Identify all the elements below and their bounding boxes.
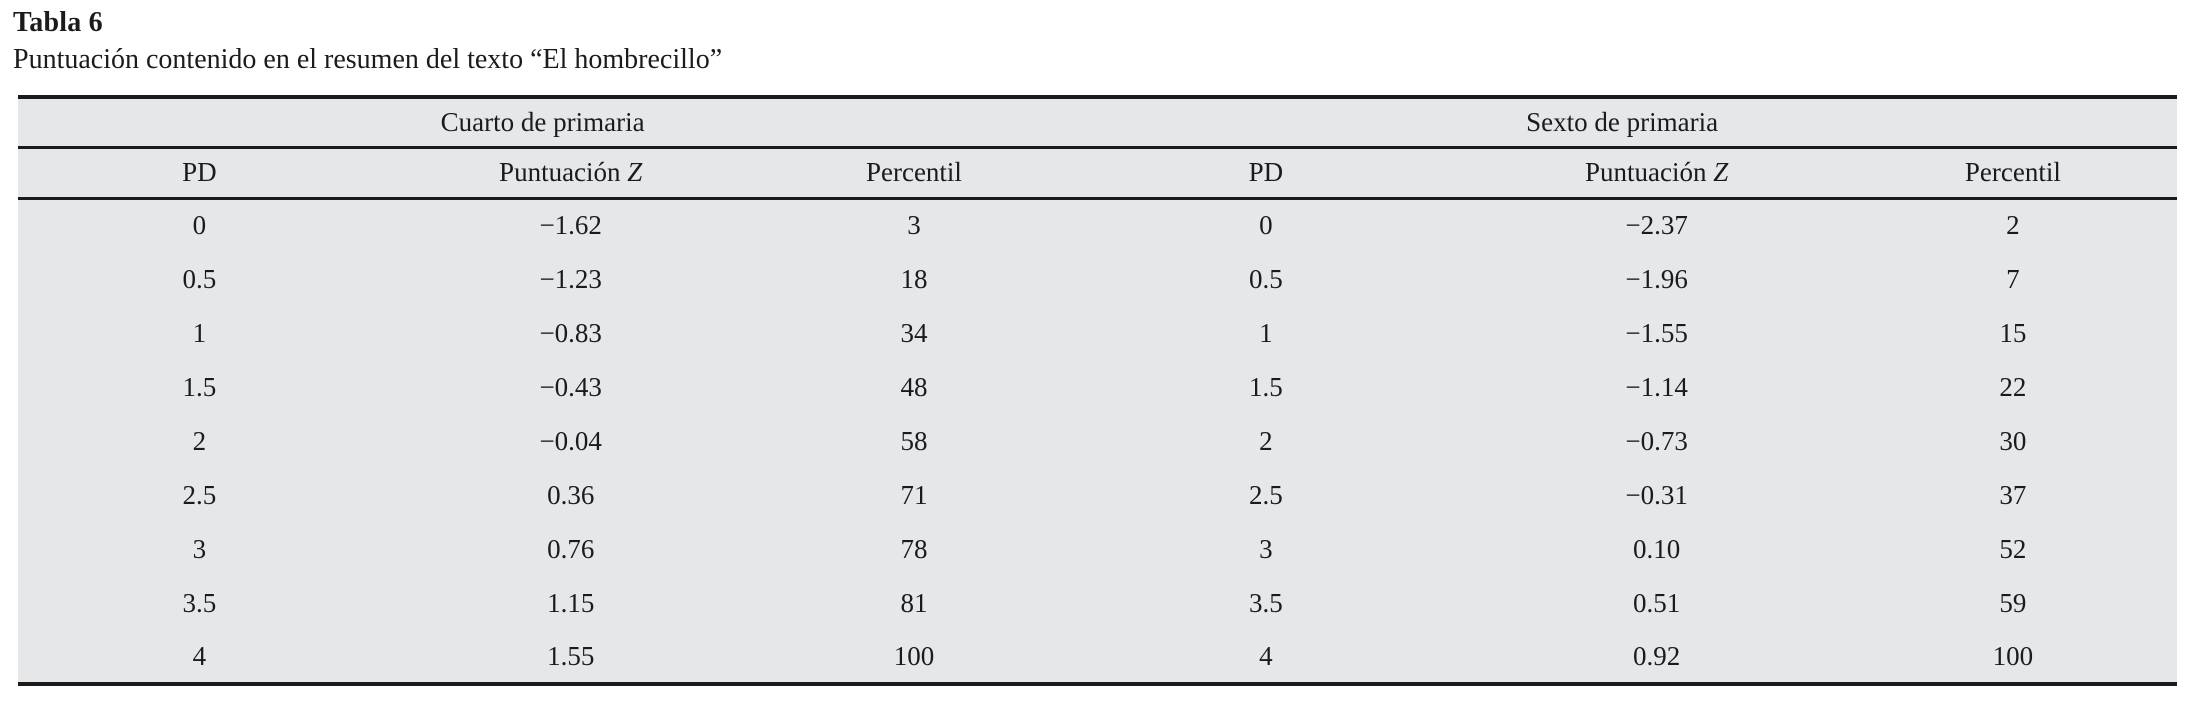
table-row: 1.5 −0.43 48 1.5 −1.14 22 — [18, 360, 2177, 414]
col-header-percentil-cuarto: Percentil — [760, 147, 1068, 200]
cell-pd-sexto: 3 — [1259, 533, 1273, 564]
table-caption: Puntuación contenido en el resumen del t… — [13, 44, 723, 75]
cell-z-sexto: −0.31 — [1625, 479, 1688, 510]
cell-percentil-cuarto: 58 — [900, 425, 928, 456]
norms-table: Cuarto de primaria Sexto de primaria PD … — [18, 95, 2177, 686]
cell-percentil-cuarto: 100 — [893, 640, 935, 671]
cell-percentil-sexto: 2 — [2006, 210, 2020, 241]
table-row: 1 −0.83 34 1 −1.55 15 — [18, 306, 2177, 360]
col-header-puntuacion-z-cuarto: Puntuación Z — [380, 147, 761, 200]
cell-percentil-sexto: 37 — [1999, 479, 2027, 510]
cell-z-sexto: −1.96 — [1625, 263, 1688, 294]
cell-pd-cuarto: 0.5 — [182, 263, 217, 294]
table-caption-block: Tabla 6 Puntuación contenido en el resum… — [13, 6, 722, 78]
cell-pd-sexto: 4 — [1259, 640, 1273, 671]
cell-z-cuarto: −0.04 — [539, 425, 602, 456]
cell-pd-cuarto: 0 — [192, 210, 207, 241]
cell-pd-cuarto: 1 — [192, 317, 207, 348]
column-header-row: PD Puntuación Z Percentil PD Puntuación … — [18, 147, 2177, 200]
cell-pd-cuarto: 3 — [192, 533, 207, 564]
cell-percentil-cuarto: 78 — [900, 533, 928, 564]
cell-pd-cuarto: 1.5 — [182, 371, 217, 402]
cell-z-cuarto: −0.43 — [539, 371, 602, 402]
table-label: Tabla 6 — [13, 7, 103, 38]
col-header-pd-sexto: PD — [1067, 147, 1465, 200]
cell-percentil-cuarto: 34 — [900, 317, 928, 348]
group-header-cuarto: Cuarto de primaria — [18, 97, 1068, 149]
cell-pd-sexto: 2.5 — [1248, 479, 1283, 510]
cell-pd-cuarto: 2.5 — [182, 479, 217, 510]
col-header-pd-cuarto: PD — [18, 147, 381, 200]
cell-pd-sexto: 1 — [1259, 317, 1273, 348]
cell-z-cuarto: 0.36 — [547, 479, 595, 510]
cell-percentil-cuarto: 3 — [907, 210, 921, 241]
col-header-percentil-sexto: Percentil — [1848, 147, 2177, 200]
cell-z-sexto: 0.92 — [1633, 640, 1681, 671]
cell-percentil-sexto: 100 — [1992, 640, 2034, 671]
table-row: 4 1.55 100 4 0.92 100 — [18, 630, 2177, 684]
puntuacion-label: Puntuación — [1584, 157, 1707, 187]
cell-pd-sexto: 0 — [1259, 210, 1273, 241]
z-symbol: Z — [627, 157, 643, 187]
cell-z-cuarto: 1.55 — [547, 640, 595, 671]
table-row: 2 −0.04 58 2 −0.73 30 — [18, 414, 2177, 468]
cell-z-cuarto: 1.15 — [547, 587, 595, 618]
cell-percentil-sexto: 15 — [1999, 317, 2027, 348]
group-header-row: Cuarto de primaria Sexto de primaria — [18, 97, 2177, 149]
cell-pd-cuarto: 4 — [192, 640, 207, 671]
cell-z-sexto: −1.55 — [1625, 317, 1688, 348]
cell-percentil-sexto: 59 — [1999, 587, 2027, 618]
cell-percentil-cuarto: 71 — [900, 479, 928, 510]
cell-pd-cuarto: 3.5 — [182, 587, 217, 618]
cell-z-cuarto: −1.23 — [539, 263, 602, 294]
cell-z-sexto: −2.37 — [1625, 210, 1688, 241]
z-symbol: Z — [1713, 157, 1729, 187]
group-header-sexto: Sexto de primaria — [1067, 97, 2177, 149]
cell-percentil-sexto: 7 — [2006, 263, 2020, 294]
puntuacion-label: Puntuación — [499, 157, 621, 187]
table-row: 0.5 −1.23 18 0.5 −1.96 7 — [18, 252, 2177, 306]
table-body: 0 −1.62 3 0 −2.37 2 0.5 −1.23 18 0.5 −1.… — [18, 198, 2177, 684]
cell-z-sexto: −0.73 — [1625, 425, 1688, 456]
cell-percentil-cuarto: 18 — [900, 263, 928, 294]
cell-percentil-sexto: 22 — [1999, 371, 2027, 402]
cell-pd-sexto: 3.5 — [1248, 587, 1283, 618]
table-row: 0 −1.62 3 0 −2.37 2 — [18, 198, 2177, 252]
cell-pd-sexto: 2 — [1259, 425, 1273, 456]
cell-z-cuarto: 0.76 — [547, 533, 595, 564]
cell-pd-sexto: 0.5 — [1248, 263, 1283, 294]
cell-percentil-sexto: 52 — [1999, 533, 2027, 564]
cell-percentil-sexto: 30 — [1999, 425, 2027, 456]
col-header-puntuacion-z-sexto: Puntuación Z — [1464, 147, 1849, 200]
table-row: 3 0.76 78 3 0.10 52 — [18, 522, 2177, 576]
cell-percentil-cuarto: 48 — [900, 371, 928, 402]
cell-pd-cuarto: 2 — [192, 425, 207, 456]
cell-pd-sexto: 1.5 — [1248, 371, 1283, 402]
cell-z-cuarto: −1.62 — [539, 210, 602, 241]
cell-percentil-cuarto: 81 — [900, 587, 928, 618]
cell-z-sexto: 0.10 — [1633, 533, 1681, 564]
table-row: 2.5 0.36 71 2.5 −0.31 37 — [18, 468, 2177, 522]
cell-z-cuarto: −0.83 — [539, 317, 602, 348]
table-row: 3.5 1.15 81 3.5 0.51 59 — [18, 576, 2177, 630]
cell-z-sexto: −1.14 — [1625, 371, 1688, 402]
cell-z-sexto: 0.51 — [1633, 587, 1681, 618]
